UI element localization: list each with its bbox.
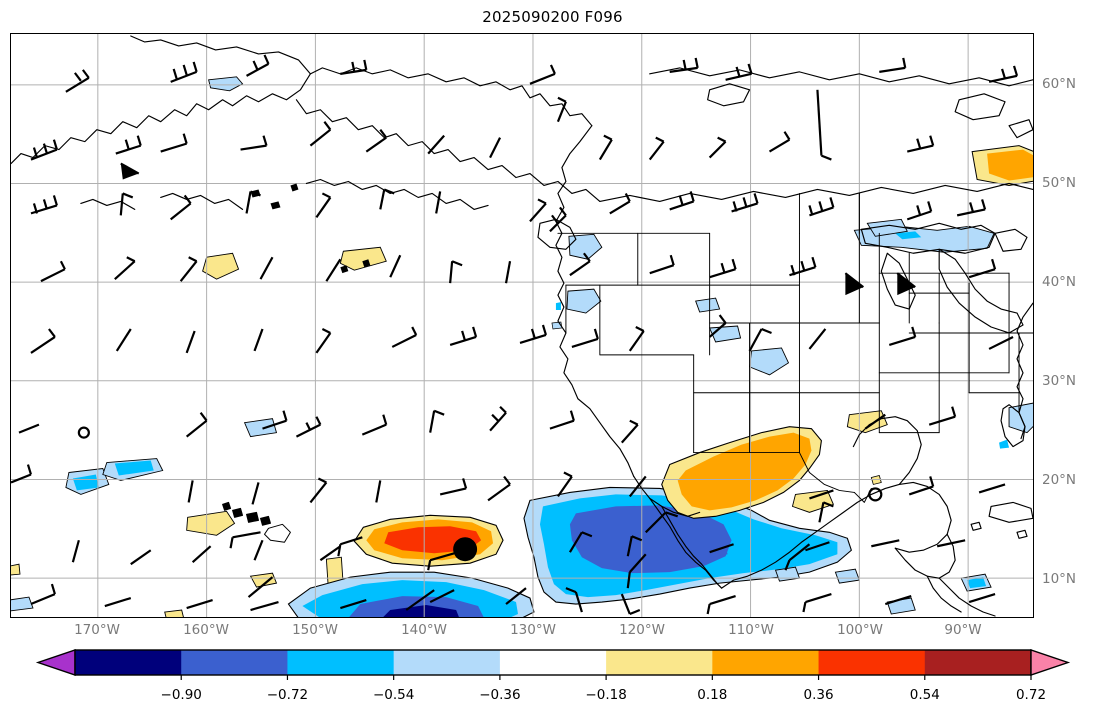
lat-tick-50n: 50°N (1042, 175, 1077, 191)
lon-tick-120w: 120°W (619, 622, 665, 638)
lat-tick-10n: 10°N (1042, 571, 1077, 587)
colorbar-tick-label: 0.54 (910, 687, 940, 703)
colorbar-tick-label: −0.72 (267, 687, 308, 703)
colorbar-cell (393, 650, 501, 675)
colorbar-cell (606, 650, 713, 675)
map-canvas (11, 34, 1033, 617)
colorbar-cell (818, 650, 926, 675)
lat-tick-40n: 40°N (1042, 274, 1077, 290)
wind-barb-layer (11, 54, 1019, 616)
lat-tick-20n: 20°N (1042, 472, 1077, 488)
lon-tick-90w: 90°W (944, 622, 982, 638)
colorbar-cell (924, 650, 1032, 675)
colorbar-tick-label: −0.36 (479, 687, 520, 703)
lon-tick-160w: 160°W (183, 622, 229, 638)
colorbar-cell (75, 650, 182, 675)
lat-tick-30n: 30°N (1042, 373, 1077, 389)
colorbar-tick-label: 0.36 (804, 687, 834, 703)
colorbar-cell (499, 650, 607, 675)
lon-tick-150w: 150°W (292, 622, 338, 638)
lon-tick-110w: 110°W (728, 622, 774, 638)
colorbar-tick-label: −0.18 (585, 687, 626, 703)
colorbar-cell (181, 650, 289, 675)
lat-tick-60n: 60°N (1042, 76, 1077, 92)
colorbar-canvas: −0.90 −0.72 −0.54 −0.36 −0.18 0.18 0.36 0.54 0.7… (35, 649, 1071, 703)
colorbar: −0.90 −0.72 −0.54 −0.36 −0.18 0.18 0.36 0.54 0.7… (10, 648, 1095, 708)
coastline-layer (11, 35, 1033, 617)
colorbar-under-arrow (35, 649, 76, 676)
contour-fill-layer (11, 76, 1033, 617)
colorbar-cell (712, 650, 820, 675)
colorbar-tick-label: −0.54 (373, 687, 414, 703)
colorbar-tick-label: −0.90 (161, 687, 202, 703)
colorbar-tick-labels: −0.90 −0.72 −0.54 −0.36 −0.18 0.18 0.36 0.54 0.7… (161, 675, 1046, 703)
colorbar-cell (287, 650, 395, 675)
colorbar-cells (35, 649, 1071, 676)
map-plot-area (10, 33, 1034, 618)
colorbar-tick-label: 0.72 (1016, 687, 1046, 703)
lon-tick-130w: 130°W (510, 622, 556, 638)
chart-title: 2025090200 F096 (482, 8, 623, 26)
gridline-layer (11, 34, 1033, 617)
lon-tick-100w: 100°W (837, 622, 883, 638)
lon-tick-140w: 140°W (401, 622, 447, 638)
colorbar-tick-label: 0.18 (697, 687, 727, 703)
colorbar-over-arrow (1030, 649, 1071, 676)
lon-tick-170w: 170°W (74, 622, 120, 638)
marker-point (453, 537, 478, 562)
